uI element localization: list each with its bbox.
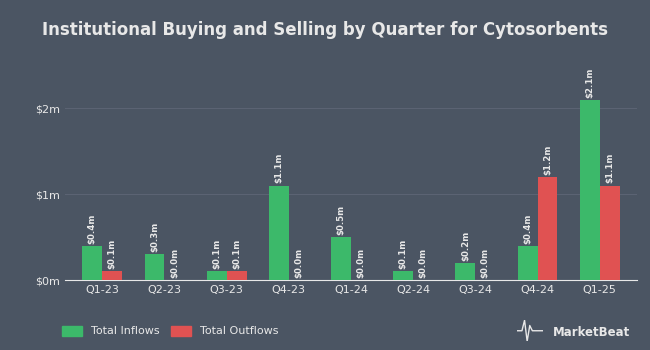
Bar (144, 254, 164, 280)
Text: $0.2m: $0.2m (461, 230, 470, 261)
Bar (538, 177, 558, 280)
Text: $0.4m: $0.4m (523, 213, 532, 244)
Text: $1.1m: $1.1m (274, 153, 283, 183)
Text: $0.4m: $0.4m (88, 213, 97, 244)
Text: $0.1m: $0.1m (232, 239, 241, 269)
Legend: Total Inflows, Total Outflows: Total Inflows, Total Outflows (58, 321, 283, 341)
Text: $0.0m: $0.0m (481, 248, 490, 278)
Text: MarketBeat: MarketBeat (553, 327, 630, 340)
Text: $0.1m: $0.1m (108, 239, 117, 269)
Text: $1.1m: $1.1m (605, 153, 614, 183)
Bar (331, 237, 351, 280)
Text: $2.1m: $2.1m (585, 67, 594, 98)
Text: $1.2m: $1.2m (543, 145, 552, 175)
Text: Institutional Buying and Selling by Quarter for Cytosorbents: Institutional Buying and Selling by Quar… (42, 21, 608, 39)
Text: $0.0m: $0.0m (356, 248, 365, 278)
Bar (227, 271, 246, 280)
Bar (83, 246, 102, 280)
Bar (600, 186, 619, 280)
Bar (580, 100, 600, 280)
Text: $0.0m: $0.0m (294, 248, 304, 278)
Bar (456, 263, 475, 280)
Text: $0.5m: $0.5m (337, 205, 346, 235)
Text: $0.3m: $0.3m (150, 222, 159, 252)
Bar (207, 271, 227, 280)
Text: $0.1m: $0.1m (212, 239, 221, 269)
Text: $0.0m: $0.0m (170, 248, 179, 278)
Text: $0.1m: $0.1m (398, 239, 408, 269)
Bar (269, 186, 289, 280)
Text: $0.0m: $0.0m (419, 248, 428, 278)
Bar (517, 246, 538, 280)
Bar (102, 271, 122, 280)
Bar (393, 271, 413, 280)
